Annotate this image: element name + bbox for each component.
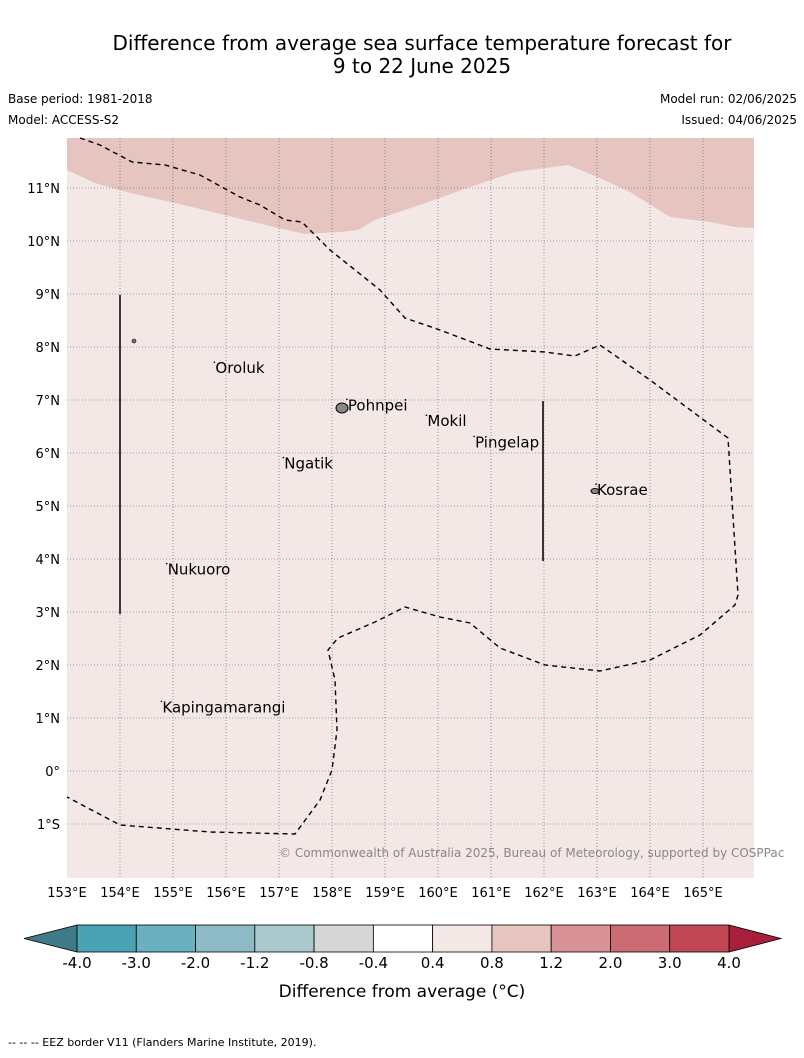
lon-tick-label: 160°E — [418, 886, 458, 901]
place-labels: Oroluk Pohnpei Mokil Pingelap Ngatik Kosrae Nu… — [160, 359, 648, 716]
graticule — [67, 138, 754, 878]
colorbar-tick-label: 0.8 — [480, 954, 504, 972]
place-label: Kapingamarangi — [162, 698, 285, 716]
colorbar-swatch — [372, 924, 434, 953]
colorbar-swatch — [313, 924, 374, 953]
lon-tick-label: 165°E — [683, 886, 723, 901]
lon-tick-label: 157°E — [259, 886, 299, 901]
place-label: Pingelap — [475, 433, 539, 451]
lat-tick-label: 9°N — [36, 288, 61, 303]
map-title-line1: Difference from average sea surface temp… — [112, 31, 732, 55]
colorbar-tick-label: -3.0 — [122, 954, 151, 972]
place-label: Kosrae — [597, 481, 648, 499]
lat-tick-label: 7°N — [36, 394, 61, 409]
lon-tick-label: 158°E — [312, 886, 352, 901]
lon-tick-label: 163°E — [577, 886, 617, 901]
eez-border — [66, 137, 739, 835]
map-title: Difference from average sea surface temp… — [40, 32, 804, 78]
colorbar-over-arrow — [728, 924, 783, 953]
colorbar-swatch — [669, 924, 730, 953]
place-label: Nukuoro — [168, 561, 231, 579]
lat-tick-label: 5°N — [36, 500, 61, 515]
place-marker — [473, 435, 475, 438]
lon-tick-label: 153°E — [47, 886, 87, 901]
colorbar-under-arrow — [23, 924, 78, 953]
colorbar: -4.0 -3.0 -2.0 -1.2 -0.8 -0.4 0.4 0.8 1.2 2.0 3.0 4… — [23, 924, 783, 972]
model-run-text: Model run: 02/06/2025 — [659, 92, 797, 106]
lat-tick-label: 4°N — [36, 553, 61, 568]
colorbar-swatch — [491, 924, 552, 953]
base-period-text: Base period: 1981-2018 — [8, 92, 153, 106]
model-text: Model: ACCESS-S2 — [8, 113, 120, 127]
lon-tick-label: 156°E — [206, 886, 246, 901]
colorbar-tick-label: 0.4 — [421, 954, 445, 972]
colorbar-tick-label: -4.0 — [62, 954, 91, 972]
colorbar-tick-label: 2.0 — [599, 954, 623, 972]
map-background — [67, 138, 754, 878]
colorbar-title: Difference from average (°C) — [279, 982, 526, 1002]
colorbar-tick-label: 1.2 — [539, 954, 563, 972]
lon-tick-label: 155°E — [153, 886, 193, 901]
place-marker — [165, 562, 168, 565]
warm-anomaly-region — [67, 138, 754, 234]
atoll-marker — [131, 338, 137, 344]
lon-tick-label: 164°E — [630, 886, 670, 901]
colorbar-swatch — [135, 924, 196, 953]
colorbar-swatch — [254, 924, 315, 953]
colorbar-tick-label: -0.4 — [359, 954, 388, 972]
map-title-line2: 9 to 22 June 2025 — [332, 54, 512, 78]
place-label: Ngatik — [284, 455, 333, 473]
kosrae-island — [590, 488, 600, 494]
pohnpei-island — [335, 402, 349, 414]
place-marker — [282, 456, 285, 459]
copyright-text: © Commonwealth of Australia 2025, Bureau… — [279, 846, 784, 860]
colorbar-swatch — [550, 924, 611, 953]
colorbar-swatch — [432, 924, 493, 953]
axis-tick-labels: 153°E 154°E 155°E 156°E 157°E 158°E 159°E 160°E… — [27, 182, 723, 901]
lat-tick-label: 0° — [45, 765, 60, 780]
colorbar-tick-label: 4.0 — [717, 954, 741, 972]
issued-text: Issued: 04/06/2025 — [681, 113, 797, 127]
place-marker — [346, 398, 348, 401]
place-label: Pohnpei — [348, 396, 408, 414]
lat-tick-label: 1°N — [36, 712, 61, 727]
lon-tick-label: 154°E — [100, 886, 140, 901]
lon-tick-label: 162°E — [524, 886, 564, 901]
place-marker — [213, 361, 216, 364]
colorbar-swatch — [76, 924, 137, 953]
lat-tick-label: 3°N — [36, 606, 61, 621]
lat-tick-label: 2°N — [36, 659, 61, 674]
colorbar-tick-label: -1.2 — [240, 954, 269, 972]
place-marker — [425, 414, 428, 417]
lat-tick-label: 8°N — [36, 341, 61, 356]
colorbar-tick-label: -0.8 — [299, 954, 328, 972]
place-marker — [595, 483, 597, 485]
lat-tick-label: 11°N — [27, 182, 60, 197]
lat-tick-label: 10°N — [27, 235, 60, 250]
colorbar-swatch — [610, 924, 671, 953]
place-marker — [160, 700, 163, 703]
footer-note: -- -- -- EEZ border V11 (Flanders Marine… — [8, 1036, 317, 1049]
colorbar-swatch — [195, 924, 256, 953]
lat-tick-label: 1°S — [37, 818, 60, 833]
sst-anomaly-map: Oroluk Pohnpei Mokil Pingelap Ngatik Kosrae Nu… — [27, 137, 784, 901]
place-label: Mokil — [427, 412, 466, 430]
lon-tick-label: 159°E — [365, 886, 405, 901]
lon-tick-label: 161°E — [471, 886, 511, 901]
lat-tick-label: 6°N — [36, 447, 61, 462]
colorbar-tick-label: 3.0 — [658, 954, 682, 972]
place-label: Oroluk — [215, 359, 264, 377]
colorbar-tick-label: -2.0 — [181, 954, 210, 972]
